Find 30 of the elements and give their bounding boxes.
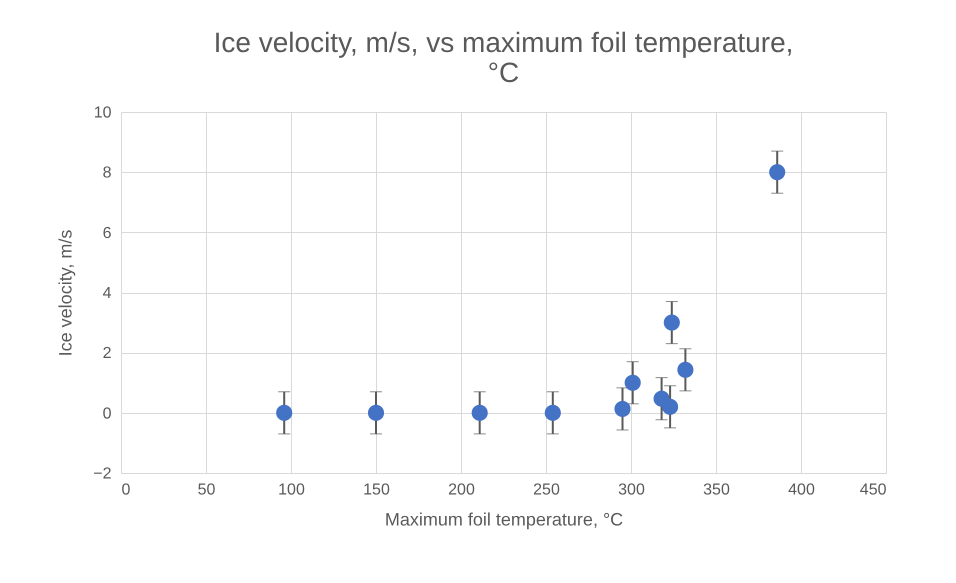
- point: [544, 404, 561, 421]
- x-tick-label: 400: [788, 482, 815, 498]
- point: [368, 404, 384, 421]
- y-tick-label: 2: [102, 345, 112, 362]
- point: [624, 374, 641, 391]
- point: [664, 314, 680, 331]
- y-tick-label: 6: [102, 224, 112, 242]
- y-tick-label: 10: [94, 104, 112, 122]
- x-tick-label: 50: [198, 482, 216, 498]
- x-tick-label: 350: [703, 482, 730, 498]
- x-tick-label: 100: [278, 482, 305, 498]
- y-tick-label: 0: [102, 405, 112, 422]
- point: [472, 404, 488, 421]
- point: [769, 164, 786, 180]
- y-tick-label: −2: [93, 466, 112, 482]
- x-tick-label: 300: [618, 482, 645, 498]
- x-tick-label: 0: [122, 482, 130, 498]
- y-axis-title: Ice velocity, m/s: [55, 230, 76, 356]
- x-axis-title: Maximum foil temperature, °C: [384, 510, 624, 530]
- x-tick-label: 250: [533, 482, 560, 498]
- x-tick-label: 200: [448, 482, 475, 498]
- point: [614, 400, 631, 417]
- x-tick-label: 450: [860, 482, 887, 498]
- point: [677, 362, 694, 378]
- point: [662, 398, 678, 415]
- x-tick-label: 150: [363, 482, 390, 498]
- y-tick-label: 4: [102, 285, 112, 302]
- point: [276, 404, 292, 421]
- y-tick-label: 8: [102, 164, 112, 182]
- chart-title: Ice velocity, m/s, vs maximum foil temperature, °C: [214, 27, 794, 88]
